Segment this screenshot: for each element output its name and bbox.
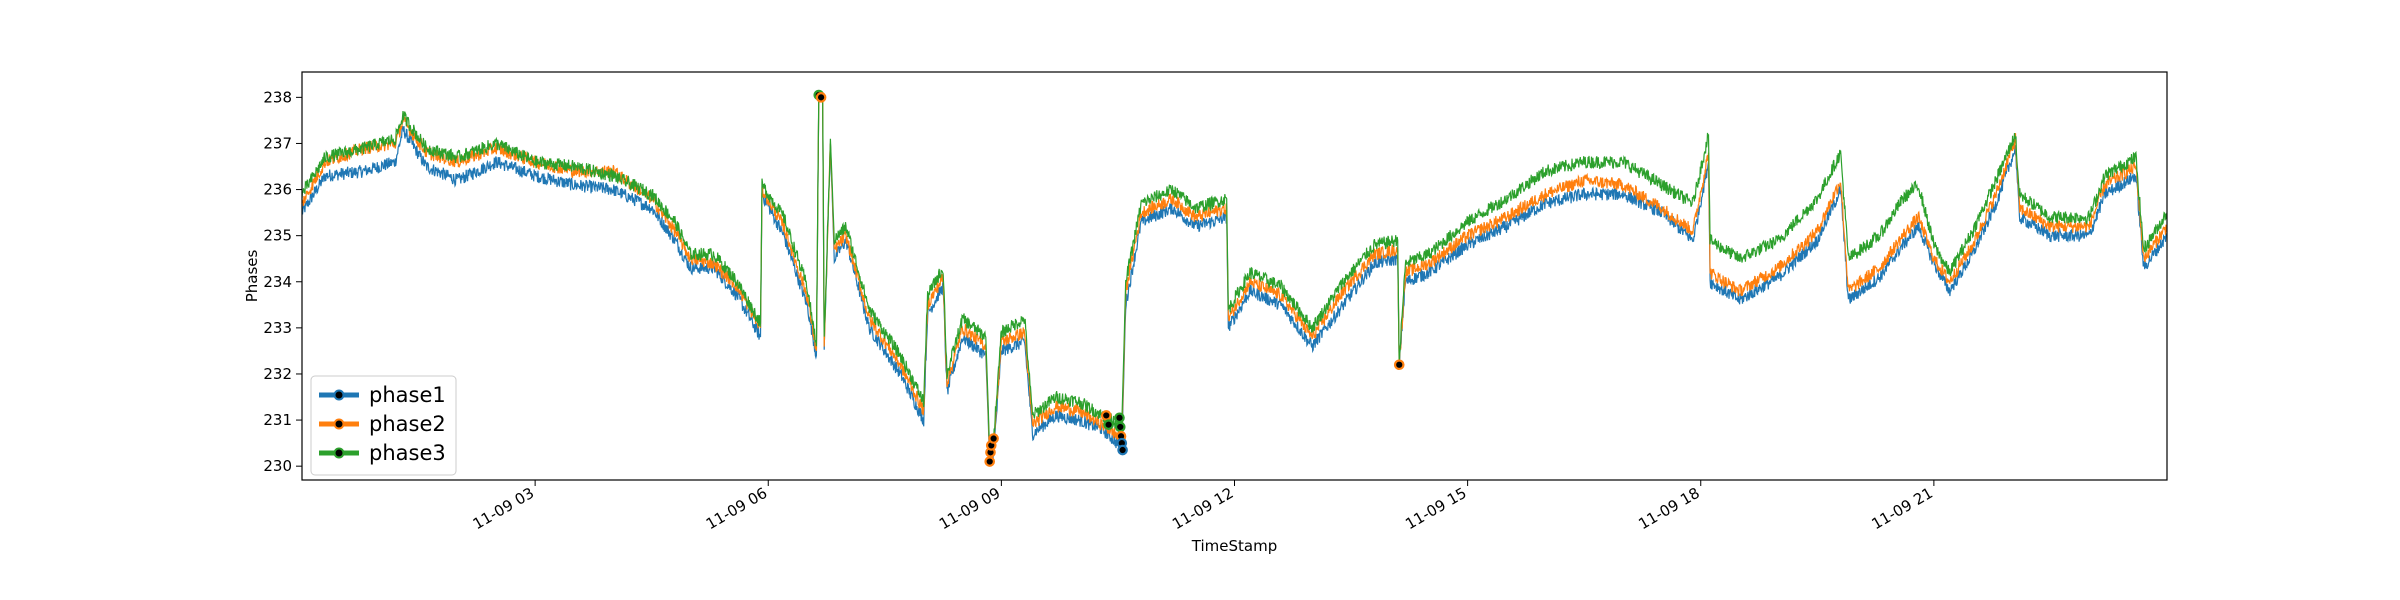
y-tick-label: 238 <box>263 88 292 106</box>
x-axis: 11-09 03 11-09 06 11-09 09 11-09 12 11-09 15… <box>470 480 1936 533</box>
legend-box <box>310 375 457 476</box>
anomaly-point <box>988 433 999 444</box>
series-line-phase2 <box>302 96 2167 461</box>
y-axis: 230 231 232 233 234 235 236 237 238 <box>263 88 302 475</box>
series-line-phase1 <box>302 96 2167 462</box>
x-tick-label: 11-09 12 <box>1169 484 1236 533</box>
anomaly-markers <box>813 89 1405 467</box>
y-tick-label: 237 <box>263 134 292 152</box>
y-tick-label: 236 <box>263 181 292 199</box>
y-tick-label: 230 <box>263 457 292 475</box>
anomaly-point <box>1103 419 1114 430</box>
legend-marker-phase3 <box>333 447 345 459</box>
x-tick-label: 11-09 15 <box>1402 484 1469 533</box>
series-line-phase3 <box>302 92 2167 459</box>
legend-label-phase2: phase2 <box>369 412 446 436</box>
y-tick-label: 233 <box>263 319 292 337</box>
legend-marker-phase1 <box>333 389 345 401</box>
anomaly-point <box>1114 421 1126 433</box>
anomaly-point <box>1114 412 1125 424</box>
legend-marker-phase2 <box>333 418 345 430</box>
y-tick-label: 235 <box>263 227 292 245</box>
anomaly-point <box>984 456 996 467</box>
x-tick-label: 11-09 06 <box>703 484 770 533</box>
y-tick-label: 231 <box>263 411 292 429</box>
plot-frame <box>301 71 2168 481</box>
anomaly-point <box>1393 359 1405 371</box>
legend-label-phase1: phase1 <box>369 383 446 407</box>
anomaly-point <box>815 92 827 103</box>
legend-label-phase3: phase3 <box>369 441 446 465</box>
series-layer <box>302 92 2167 462</box>
x-tick-label: 11-09 03 <box>470 484 537 533</box>
x-tick-label: 11-09 21 <box>1868 484 1935 533</box>
anomaly-point <box>1117 444 1128 456</box>
x-tick-label: 11-09 09 <box>936 484 1003 533</box>
y-tick-label: 232 <box>263 365 292 383</box>
y-axis-label: Phases <box>243 250 261 303</box>
x-axis-label: TimeStamp <box>1191 537 1277 555</box>
legend: phase1 phase2 phase3 <box>310 375 457 476</box>
anomaly-point <box>1100 410 1112 421</box>
x-tick-label: 11-09 18 <box>1635 484 1702 533</box>
y-tick-label: 234 <box>263 273 292 291</box>
